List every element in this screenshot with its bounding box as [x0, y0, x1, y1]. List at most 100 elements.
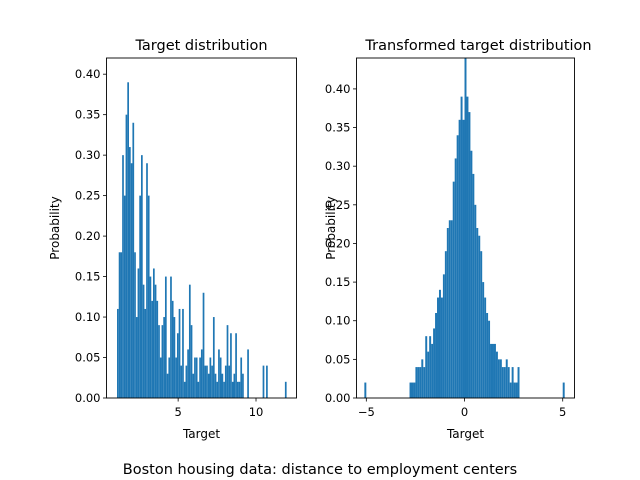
histogram-bar — [474, 204, 477, 398]
histogram-bar — [417, 367, 420, 398]
histogram-bar — [214, 373, 217, 398]
y-tick-label: 0.20 — [75, 229, 101, 243]
histogram-bar — [448, 220, 451, 398]
histogram-bar — [517, 367, 520, 398]
histogram-bar — [462, 119, 465, 398]
histogram-bar — [513, 382, 516, 398]
panel-right-ticks: 0.00 0.05 0.10 0.15 0.20 0.25 0.30 0.35 0.40 −5 0 5 — [325, 82, 566, 419]
histogram-bar — [221, 373, 224, 398]
histogram-bar — [238, 381, 241, 398]
histogram-bar — [122, 155, 124, 398]
histogram-bar — [476, 228, 479, 398]
panel-right-bars — [364, 58, 565, 398]
histogram-bar — [411, 382, 414, 398]
histogram-bar — [164, 276, 167, 398]
histogram-bar — [204, 365, 207, 398]
histogram-bar — [413, 382, 416, 398]
y-tick-label: 0.40 — [75, 67, 101, 81]
histogram-bar — [120, 252, 123, 398]
panel-left-ylabel: Probability — [48, 196, 62, 259]
histogram-bar — [442, 274, 445, 398]
y-tick-label: 0.10 — [325, 314, 351, 328]
histogram-bar — [209, 357, 212, 398]
histogram-bar — [464, 58, 467, 398]
histogram-bar — [427, 351, 430, 398]
histogram-bar — [486, 313, 489, 398]
histogram-bar — [183, 381, 186, 398]
histogram-bar — [118, 252, 121, 398]
histogram-bar — [146, 163, 148, 398]
histogram-bar — [149, 276, 152, 398]
histogram-bar — [141, 155, 143, 398]
x-tick-label: −5 — [358, 405, 375, 419]
y-tick-label: 0.30 — [75, 148, 101, 162]
histogram-bar — [409, 382, 412, 398]
histogram-bar — [505, 359, 508, 398]
panel-right: Transformed target distribution 0.00 0.05… — [324, 38, 592, 441]
histogram-bar — [171, 300, 174, 398]
histogram-bar — [452, 181, 455, 398]
histogram-bar — [438, 289, 441, 398]
histogram-bar — [235, 333, 237, 398]
histogram-bar — [507, 367, 510, 398]
histogram-bar — [562, 382, 565, 398]
panel-left: Target distribution 0.00 0.05 0.10 0.15 0.20… — [48, 38, 297, 441]
histogram-bar — [125, 114, 128, 399]
histogram-bar — [236, 381, 239, 398]
panel-left-title: Target distribution — [134, 38, 267, 54]
histogram-bar — [195, 357, 198, 398]
histogram-bar — [419, 367, 422, 398]
histogram-bar — [190, 325, 193, 398]
histogram-bar — [163, 317, 165, 398]
histogram-bar — [456, 135, 459, 398]
histogram-bar — [501, 367, 504, 398]
x-tick-label: 0 — [461, 405, 468, 419]
histogram-bar — [466, 96, 469, 398]
histogram-bar — [134, 252, 136, 398]
histogram-bar — [207, 373, 210, 398]
histogram-bar — [231, 381, 234, 398]
histogram-bar — [185, 365, 188, 398]
histogram-bar — [130, 163, 133, 398]
y-tick-label: 0.25 — [75, 189, 101, 203]
histogram-bar — [156, 300, 159, 398]
histogram-bar — [482, 282, 485, 398]
histogram-bar — [132, 122, 135, 398]
histogram-bar — [247, 349, 249, 398]
histogram-bar — [509, 382, 512, 398]
histogram-bar — [460, 96, 463, 398]
histogram-bar — [431, 343, 434, 398]
histogram-bar — [450, 220, 453, 398]
y-tick-label: 0.05 — [75, 351, 101, 365]
histogram-bar — [228, 365, 231, 398]
y-tick-label: 0.00 — [75, 391, 101, 405]
panel-right-ylabel: Probability — [324, 196, 338, 259]
histogram-bar — [492, 343, 494, 398]
histogram-bar — [437, 297, 439, 398]
histogram-bar — [478, 235, 481, 398]
y-tick-label: 0.35 — [75, 108, 101, 122]
histogram-bar — [182, 308, 184, 398]
histogram-bar — [147, 195, 150, 398]
panel-right-title: Transformed target distribution — [364, 38, 591, 54]
histogram-bar — [224, 365, 227, 398]
histogram-bar — [176, 333, 179, 398]
panel-left-ticks: 0.00 0.05 0.10 0.15 0.20 0.25 0.30 0.35 0.40 5 10 — [75, 67, 263, 419]
histogram-bar — [188, 284, 191, 398]
histogram-bar — [168, 357, 171, 398]
histogram-bar — [218, 349, 220, 398]
panel-left-bars — [117, 82, 287, 399]
histogram-bar — [242, 373, 244, 398]
histogram-bar — [180, 365, 183, 398]
x-tick-label: 10 — [249, 405, 264, 419]
y-tick-label: 0.40 — [325, 82, 351, 96]
histogram-bar — [170, 276, 172, 398]
histogram-bar — [137, 268, 140, 398]
histogram-bar — [233, 373, 236, 398]
y-tick-label: 0.05 — [325, 352, 351, 366]
histogram-bar — [159, 357, 162, 398]
histogram-bar — [454, 158, 457, 398]
histogram-bar — [488, 320, 491, 398]
histogram-bar — [240, 357, 243, 398]
histogram-bar — [433, 328, 436, 398]
